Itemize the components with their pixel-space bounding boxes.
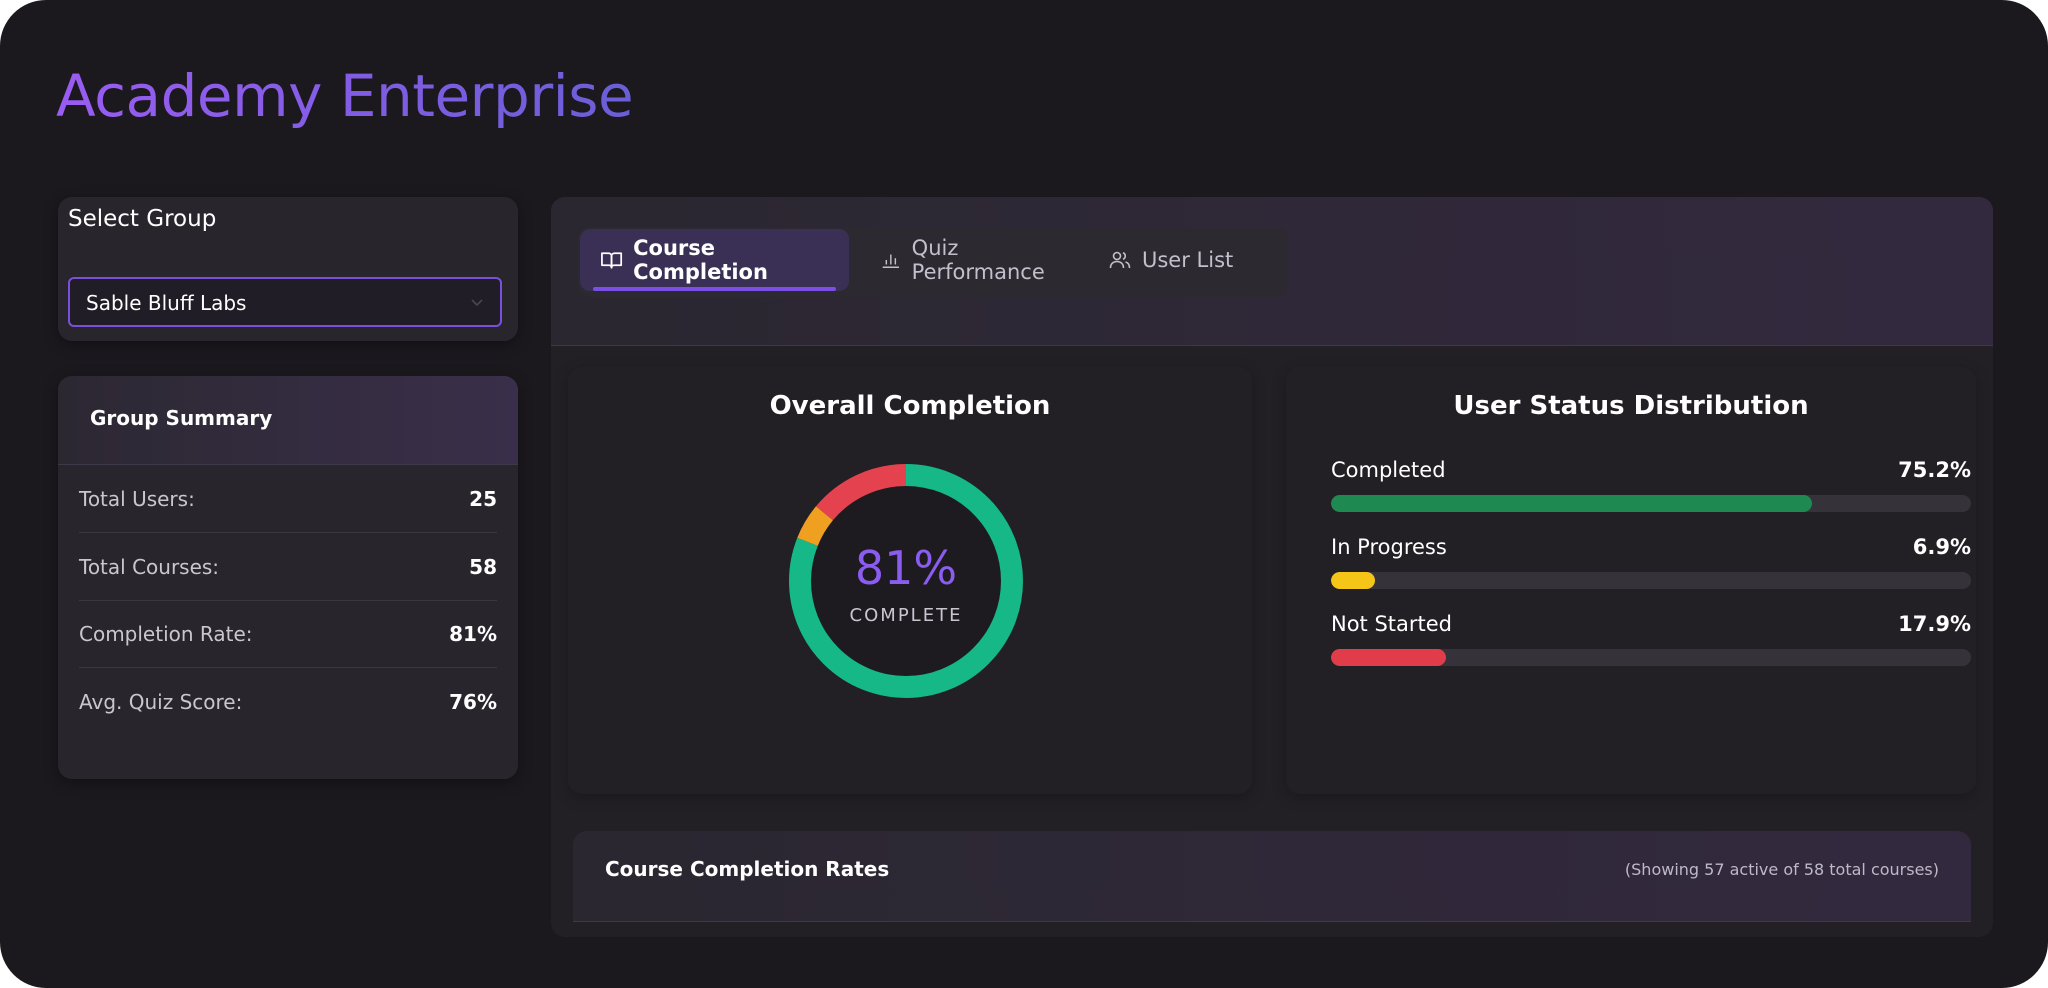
group-summary-title: Group Summary <box>90 406 273 430</box>
bar-chart-icon <box>882 254 899 268</box>
completion-donut: 81% COMPLETE <box>786 461 1026 701</box>
completion-caption: COMPLETE <box>849 605 963 626</box>
summary-value: 76% <box>449 690 497 714</box>
completion-percent: 81% <box>854 541 958 595</box>
chevron-down-icon <box>471 299 483 307</box>
user-status-distribution-card: User Status Distribution Completed 75.2%… <box>1286 367 1976 794</box>
status-bar-fill <box>1331 495 1813 512</box>
group-summary-card: Group Summary Total Users: 25 Total Cour… <box>58 376 518 779</box>
status-bar-track <box>1331 649 1971 666</box>
status-label: Not Started <box>1331 612 1453 636</box>
main-panel: Course Completion Quiz Performance <box>551 197 1993 937</box>
app-title: Academy Enterprise <box>56 62 634 130</box>
tab-quiz-performance[interactable]: Quiz Performance <box>860 229 1080 291</box>
summary-row-avg-quiz-score: Avg. Quiz Score: 76% <box>79 668 497 735</box>
summary-label: Total Courses: <box>79 555 220 579</box>
status-bar-track <box>1331 572 1971 589</box>
group-summary-header: Group Summary <box>58 376 518 465</box>
tab-course-completion[interactable]: Course Completion <box>580 229 849 291</box>
summary-row-completion-rate: Completion Rate: 81% <box>79 600 497 668</box>
completion-donut-chart <box>789 464 1023 698</box>
status-row-in-progress: In Progress 6.9% <box>1331 535 1971 595</box>
status-bar-fill <box>1331 649 1446 666</box>
overall-completion-title: Overall Completion <box>769 391 1051 421</box>
summary-value: 81% <box>449 622 497 646</box>
group-select-dropdown[interactable]: Sable Bluff Labs <box>68 277 502 327</box>
group-select-value: Sable Bluff Labs <box>86 291 247 315</box>
active-tab-indicator <box>593 287 836 291</box>
tab-user-list[interactable]: User List <box>1088 229 1268 291</box>
main-header: Course Completion Quiz Performance <box>551 197 1993 346</box>
summary-row-total-courses: Total Courses: 58 <box>79 533 497 601</box>
users-icon <box>1109 251 1131 269</box>
status-value: 75.2% <box>1898 458 1971 482</box>
course-completion-rates-card: Course Completion Rates (Showing 57 acti… <box>573 831 1971 922</box>
status-value: 17.9% <box>1898 612 1971 636</box>
summary-row-total-users: Total Users: 25 <box>79 465 497 533</box>
book-open-icon <box>601 252 623 269</box>
status-row-not-started: Not Started 17.9% <box>1331 612 1971 672</box>
status-row-completed: Completed 75.2% <box>1331 458 1971 518</box>
tab-label: Quiz Performance <box>911 236 1045 284</box>
summary-value: 25 <box>469 487 497 511</box>
summary-label: Avg. Quiz Score: <box>79 690 243 714</box>
status-label: Completed <box>1331 458 1446 482</box>
tab-label: User List <box>1142 248 1234 272</box>
user-status-title: User Status Distribution <box>1453 391 1809 421</box>
group-select-card: Select Group Sable Bluff Labs <box>58 197 518 341</box>
summary-label: Total Users: <box>79 487 195 511</box>
course-completion-rates-title: Course Completion Rates <box>605 857 890 881</box>
status-value: 6.9% <box>1912 535 1971 559</box>
status-label: In Progress <box>1331 535 1447 559</box>
status-bar-track <box>1331 495 1971 512</box>
summary-value: 58 <box>469 555 497 579</box>
overall-completion-card: Overall Completion 81% COMPLETE <box>568 367 1252 794</box>
summary-label: Completion Rate: <box>79 622 253 646</box>
select-group-label: Select Group <box>68 206 217 232</box>
donut-segment-not-started <box>789 464 1023 698</box>
course-count-note: (Showing 57 active of 58 total courses) <box>1624 860 1939 879</box>
tab-bar: Course Completion Quiz Performance <box>578 227 1288 297</box>
status-bar-fill <box>1331 572 1376 589</box>
tab-label: Course Completion <box>633 236 768 284</box>
